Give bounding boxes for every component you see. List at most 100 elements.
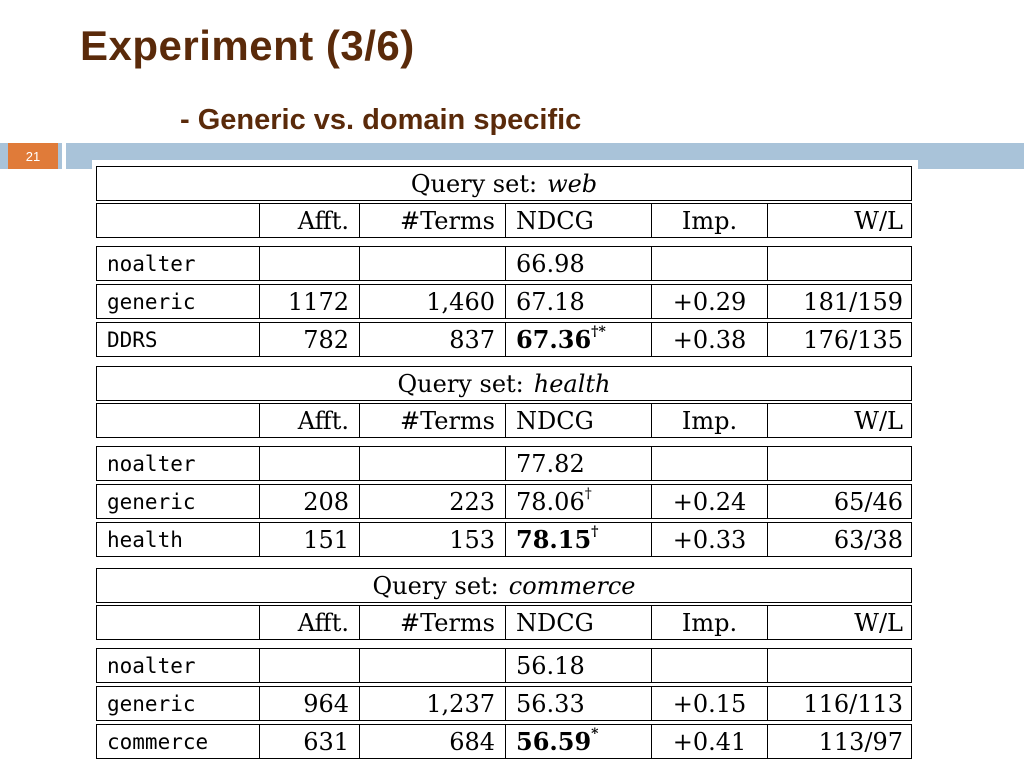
query-set-name: web — [547, 169, 598, 198]
method-cell: DDRS — [107, 327, 158, 352]
header-wl: W/L — [767, 204, 913, 237]
header-afft: Afft. — [259, 204, 359, 237]
table-row: noalter 66.98 — [96, 246, 912, 281]
afft-cell: 782 — [259, 323, 359, 356]
header-terms: #Terms — [359, 404, 505, 437]
table-row: noalter 56.18 — [96, 648, 912, 683]
terms-cell: 1,460 — [359, 285, 505, 318]
table-row: health 151 153 78.15 † +0.33 63/38 — [96, 522, 912, 557]
method-cell: health — [107, 527, 183, 552]
header-method — [97, 606, 259, 639]
ndcg-cell: 67.18 — [505, 285, 651, 318]
imp-cell — [651, 447, 767, 480]
ndcg-cell: 77.82 — [505, 447, 651, 480]
afft-cell: 208 — [259, 485, 359, 518]
slide-number: 21 — [8, 143, 58, 169]
slide-subtitle: - Generic vs. domain specific — [180, 104, 582, 136]
significance-marker: * — [591, 725, 599, 742]
imp-cell — [651, 247, 767, 280]
ndcg-value: 78.06 — [516, 487, 585, 516]
wl-cell: 63/38 — [767, 523, 913, 556]
terms-cell: 223 — [359, 485, 505, 518]
terms-cell — [359, 649, 505, 682]
query-set-label: Query set: — [397, 369, 524, 398]
table-row: DDRS 782 837 67.36 †* +0.38 176/135 — [96, 322, 912, 357]
header-ndcg: NDCG — [505, 404, 651, 437]
header-imp: Imp. — [651, 404, 767, 437]
ndcg-value: 67.18 — [516, 287, 585, 316]
method-cell: generic — [107, 691, 196, 716]
ndcg-cell: 56.18 — [505, 649, 651, 682]
method-cell: generic — [107, 289, 196, 314]
terms-cell — [359, 447, 505, 480]
significance-marker: † — [591, 523, 599, 540]
ndcg-value: 66.98 — [516, 249, 585, 278]
terms-cell: 153 — [359, 523, 505, 556]
imp-cell: +0.29 — [651, 285, 767, 318]
wl-cell: 181/159 — [767, 285, 913, 318]
table-row: generic 964 1,237 56.33 +0.15 116/113 — [96, 686, 912, 721]
table-header-row: Afft. #Terms NDCG Imp. W/L — [96, 403, 912, 438]
wl-cell: 113/97 — [767, 725, 913, 758]
header-terms: #Terms — [359, 204, 505, 237]
header-wl: W/L — [767, 404, 913, 437]
table-row: noalter 77.82 — [96, 446, 912, 481]
header-afft: Afft. — [259, 404, 359, 437]
method-cell: generic — [107, 489, 196, 514]
significance-marker: † — [584, 485, 592, 502]
wl-cell: 65/46 — [767, 485, 913, 518]
method-cell: commerce — [107, 729, 209, 754]
ndcg-cell: 56.59 * — [505, 725, 651, 758]
query-set-title: Query set: commerce — [96, 568, 912, 603]
afft-cell — [259, 447, 359, 480]
query-set-label: Query set: — [410, 169, 538, 198]
header-method — [97, 204, 259, 237]
imp-cell: +0.33 — [651, 523, 767, 556]
afft-cell — [259, 649, 359, 682]
wl-cell — [767, 649, 913, 682]
ndcg-cell: 56.33 — [505, 687, 651, 720]
ndcg-cell: 66.98 — [505, 247, 651, 280]
ndcg-cell: 78.06 † — [505, 485, 651, 518]
ndcg-cell: 67.36 †* — [505, 323, 651, 356]
imp-cell: +0.41 — [651, 725, 767, 758]
significance-marker: †* — [591, 323, 606, 340]
imp-cell — [651, 649, 767, 682]
terms-cell: 684 — [359, 725, 505, 758]
header-terms: #Terms — [359, 606, 505, 639]
method-cell: noalter — [107, 451, 196, 476]
slide-title: Experiment (3/6) — [80, 22, 415, 69]
query-set-name: health — [533, 369, 611, 398]
ndcg-value: 56.18 — [516, 651, 585, 680]
afft-cell — [259, 247, 359, 280]
wl-cell: 116/113 — [767, 687, 913, 720]
table-row: commerce 631 684 56.59 * +0.41 113/97 — [96, 724, 912, 759]
query-set-label: Query set: — [372, 571, 499, 600]
ndcg-value: 56.33 — [516, 689, 585, 718]
imp-cell: +0.24 — [651, 485, 767, 518]
header-afft: Afft. — [259, 606, 359, 639]
table-row: generic 208 223 78.06 † +0.24 65/46 — [96, 484, 912, 519]
terms-cell: 1,237 — [359, 687, 505, 720]
imp-cell: +0.38 — [651, 323, 767, 356]
header-ndcg: NDCG — [505, 204, 651, 237]
ndcg-cell: 78.15 † — [505, 523, 651, 556]
ndcg-value: 67.36 — [516, 325, 592, 354]
query-set-name: commerce — [508, 571, 636, 600]
afft-cell: 151 — [259, 523, 359, 556]
wl-cell: 176/135 — [767, 323, 913, 356]
table-header-row: Afft. #Terms NDCG Imp. W/L — [96, 605, 912, 640]
header-wl: W/L — [767, 606, 913, 639]
results-tables: Query set: web Afft. #Terms NDCG Imp. W/L noalt… — [92, 160, 918, 768]
ndcg-value: 56.59 — [516, 727, 592, 756]
query-set-title: Query set: web — [96, 166, 912, 201]
imp-cell: +0.15 — [651, 687, 767, 720]
header-ndcg: NDCG — [505, 606, 651, 639]
method-cell: noalter — [107, 251, 196, 276]
wl-cell — [767, 247, 913, 280]
ndcg-value: 78.15 — [516, 525, 592, 554]
header-imp: Imp. — [651, 204, 767, 237]
table-row: generic 1172 1,460 67.18 +0.29 181/159 — [96, 284, 912, 319]
afft-cell: 631 — [259, 725, 359, 758]
method-cell: noalter — [107, 653, 196, 678]
